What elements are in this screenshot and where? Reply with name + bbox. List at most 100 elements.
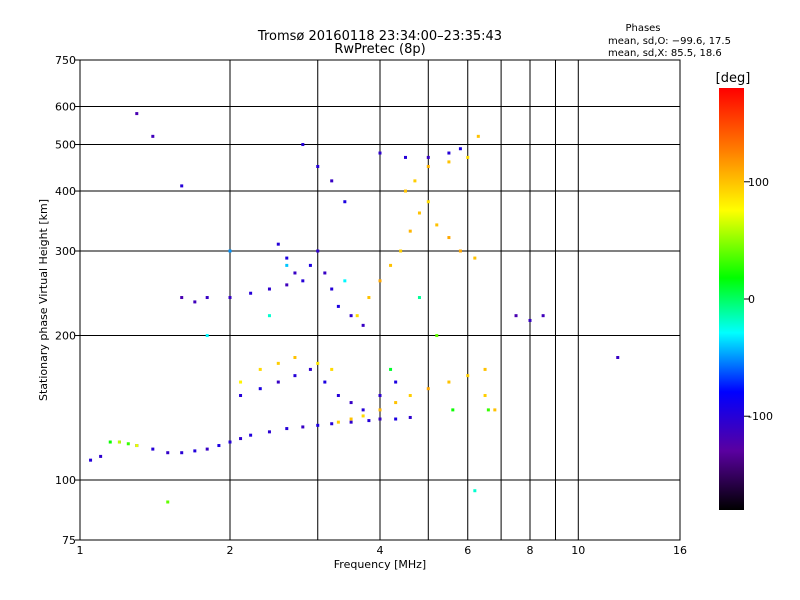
data-point-other bbox=[417, 296, 421, 300]
data-point-x bbox=[447, 236, 451, 240]
data-point-o bbox=[336, 304, 340, 308]
data-point-o bbox=[316, 164, 320, 168]
x-tick-label: 4 bbox=[377, 544, 384, 557]
data-point-o bbox=[308, 263, 312, 267]
data-point-o bbox=[616, 355, 620, 359]
data-point-x bbox=[403, 189, 407, 193]
data-point-x bbox=[408, 229, 412, 233]
data-point-x bbox=[389, 263, 393, 267]
y-tick-label: 600 bbox=[55, 101, 76, 114]
data-point-other bbox=[126, 442, 130, 446]
x-tick-label: 6 bbox=[464, 544, 471, 557]
data-point-o bbox=[330, 422, 334, 426]
data-point-o bbox=[514, 314, 518, 318]
data-point-o bbox=[528, 318, 532, 322]
data-point-o bbox=[193, 449, 197, 453]
y-tick-label: 750 bbox=[55, 54, 76, 67]
data-point-o bbox=[276, 242, 280, 246]
data-point-o bbox=[205, 447, 209, 451]
data-point-x bbox=[458, 249, 462, 253]
data-point-o bbox=[258, 387, 262, 391]
data-point-o bbox=[276, 380, 280, 384]
x-tick-label: 1 bbox=[77, 544, 84, 557]
data-point-x bbox=[336, 420, 340, 424]
data-point-o bbox=[308, 367, 312, 371]
data-point-o bbox=[301, 425, 305, 429]
data-point-o bbox=[151, 134, 155, 138]
data-point-o bbox=[151, 447, 155, 451]
data-point-o bbox=[135, 112, 139, 116]
data-point-x bbox=[413, 179, 417, 183]
data-point-other bbox=[451, 408, 455, 412]
y-axis-label: Stationary phase Virtual Height [km] bbox=[37, 199, 50, 401]
data-point-o bbox=[285, 256, 289, 260]
chart-subtitle: RwPretec (8p) bbox=[334, 42, 425, 57]
data-point-x bbox=[408, 394, 412, 398]
data-point-x bbox=[447, 380, 451, 384]
data-point-x bbox=[426, 164, 430, 168]
data-point-x bbox=[361, 414, 365, 418]
data-point-o bbox=[323, 271, 327, 275]
data-point-o bbox=[367, 419, 371, 423]
data-point-x bbox=[117, 440, 121, 444]
y-tick-label: 100 bbox=[55, 474, 76, 487]
data-point-o bbox=[228, 440, 232, 444]
y-tick-label: 200 bbox=[55, 330, 76, 343]
data-point-x bbox=[316, 361, 320, 365]
data-point-x bbox=[349, 417, 353, 421]
data-point-o bbox=[249, 291, 253, 295]
data-point-o bbox=[180, 296, 184, 300]
data-point-o bbox=[394, 417, 398, 421]
data-point-x bbox=[394, 401, 398, 405]
data-point-x bbox=[378, 408, 382, 412]
data-point-x bbox=[447, 160, 451, 164]
data-points bbox=[89, 112, 620, 504]
data-point-o bbox=[316, 249, 320, 253]
data-point-x bbox=[399, 249, 403, 253]
data-point-o bbox=[361, 408, 365, 412]
y-tick-label: 300 bbox=[55, 245, 76, 258]
data-point-o bbox=[541, 314, 545, 318]
data-point-o bbox=[99, 454, 103, 458]
y-tick-label: 400 bbox=[55, 185, 76, 198]
legend-line-x: mean, sd,X: 85.5, 18.6 bbox=[608, 48, 722, 59]
data-point-o bbox=[349, 420, 353, 424]
data-point-x bbox=[330, 367, 334, 371]
colorbar-ticks: 100 0 -100 bbox=[744, 176, 773, 423]
data-point-o bbox=[394, 380, 398, 384]
data-point-x bbox=[483, 394, 487, 398]
data-point-o bbox=[447, 151, 451, 155]
data-point-other bbox=[285, 263, 289, 267]
data-point-o bbox=[239, 394, 243, 398]
data-point-o bbox=[301, 143, 305, 147]
data-point-other bbox=[166, 500, 170, 504]
data-point-o bbox=[378, 394, 382, 398]
data-point-o bbox=[193, 300, 197, 304]
data-point-o bbox=[217, 444, 221, 448]
data-point-o bbox=[408, 415, 412, 419]
data-point-other bbox=[267, 314, 271, 318]
data-point-other bbox=[108, 440, 112, 444]
data-point-o bbox=[166, 451, 170, 455]
data-point-o bbox=[378, 417, 382, 421]
data-point-o bbox=[343, 200, 347, 204]
data-point-o bbox=[249, 433, 253, 437]
data-point-other bbox=[343, 279, 347, 283]
data-point-o bbox=[316, 423, 320, 427]
data-point-o bbox=[426, 155, 430, 159]
colorbar-label: [deg] bbox=[716, 71, 751, 86]
x-tick-label: 8 bbox=[527, 544, 534, 557]
data-point-x bbox=[293, 355, 297, 359]
data-point-other bbox=[486, 408, 490, 412]
x-tick-label: 16 bbox=[673, 544, 687, 557]
data-point-o bbox=[180, 184, 184, 188]
colorbar-tick-label: -100 bbox=[748, 410, 773, 423]
data-point-o bbox=[349, 314, 353, 318]
x-tick-label: 10 bbox=[571, 544, 585, 557]
data-point-x bbox=[367, 296, 371, 300]
data-point-o bbox=[349, 401, 353, 405]
data-point-other bbox=[473, 489, 477, 493]
colorbar bbox=[719, 88, 744, 510]
data-point-x bbox=[135, 444, 139, 448]
